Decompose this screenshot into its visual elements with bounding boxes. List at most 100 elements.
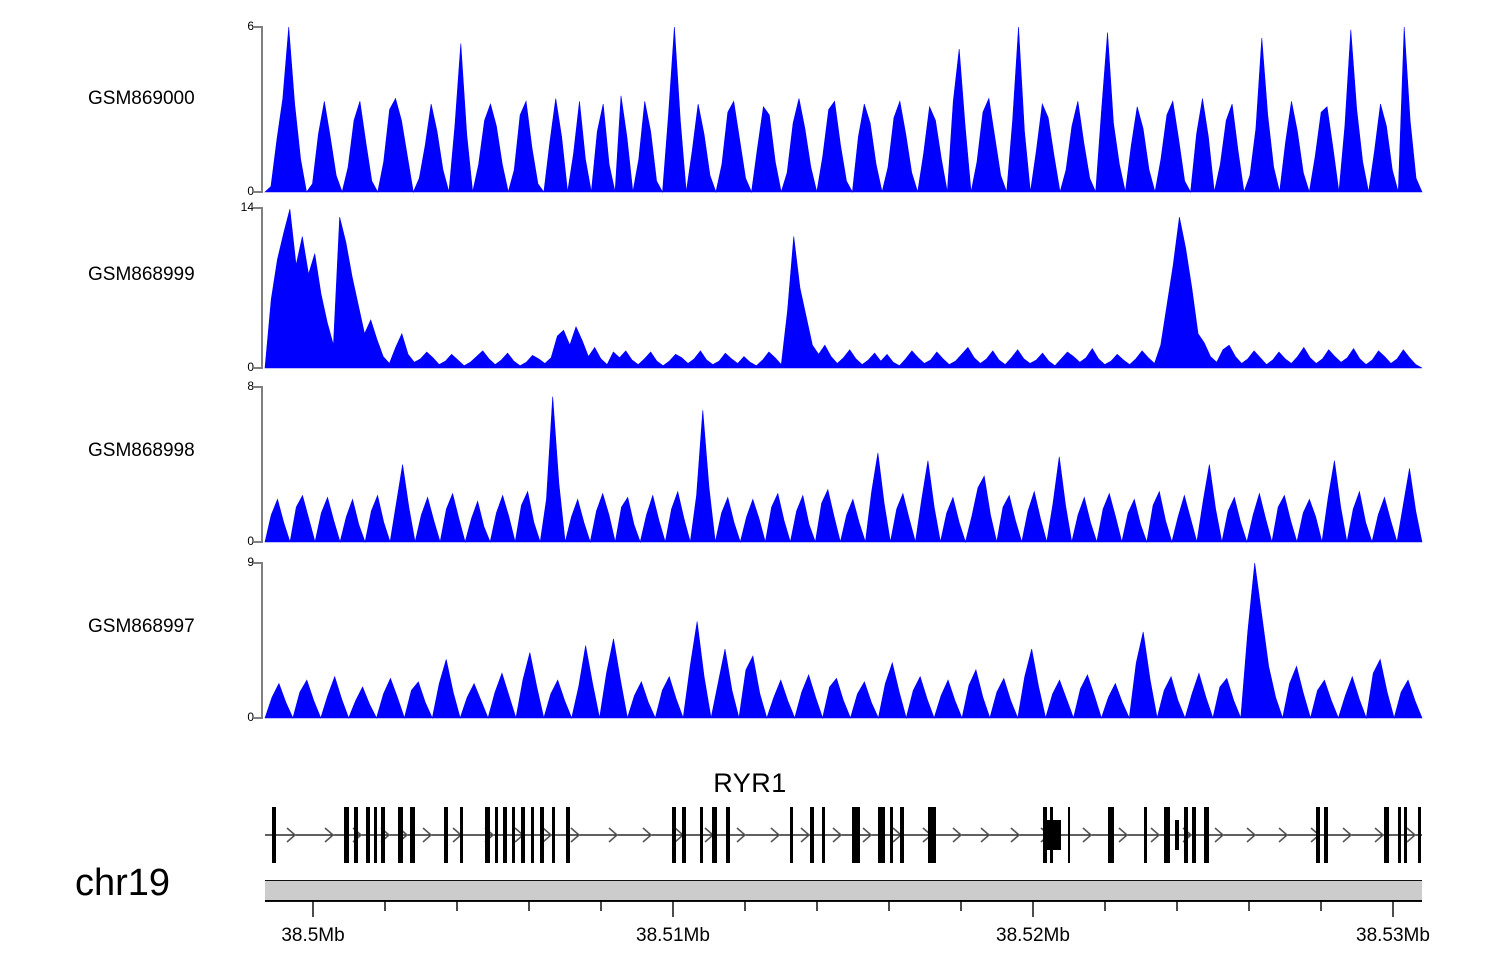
strand-arrow-icon — [1406, 827, 1417, 843]
exon-block — [1144, 807, 1147, 863]
exon-block — [1068, 807, 1070, 863]
sample-label-GSM869000: GSM869000 — [88, 88, 195, 109]
exon-block — [672, 807, 676, 863]
exon-block — [890, 807, 893, 863]
exon-block — [531, 807, 534, 863]
exon-block — [374, 807, 377, 863]
exon-block — [381, 807, 385, 863]
exon-block — [344, 807, 349, 863]
strand-arrow-icon — [862, 827, 873, 843]
exon-block — [485, 807, 490, 863]
y-axis-min-label: 0 — [247, 534, 254, 548]
exon-block — [810, 807, 814, 863]
exon-block — [540, 807, 544, 863]
exon-block — [712, 807, 717, 863]
exon-block — [1043, 807, 1047, 863]
strand-arrow-icon — [1342, 827, 1353, 843]
exon-block — [1175, 820, 1179, 850]
coverage-area — [264, 396, 1423, 544]
exon-block — [928, 807, 936, 863]
strand-arrow-icon — [642, 827, 653, 843]
strand-arrow-icon — [1374, 827, 1385, 843]
strand-arrow-icon — [608, 827, 619, 843]
exon-block — [552, 807, 555, 863]
exon-block — [1164, 807, 1170, 863]
y-axis-min-label: 0 — [247, 184, 254, 198]
genomic-axis-ticks — [265, 900, 1422, 917]
coverage-area — [264, 209, 1423, 369]
y-axis-min-label: 0 — [247, 360, 254, 374]
strand-arrow-icon — [980, 827, 991, 843]
y-axis-bracket — [253, 562, 263, 719]
exon-block — [1108, 807, 1114, 863]
exon-block — [1316, 807, 1320, 863]
strand-arrow-icon — [286, 827, 297, 843]
exon-block — [460, 807, 463, 863]
exon-block — [878, 807, 885, 863]
exon-block — [444, 807, 448, 863]
exon-block — [566, 807, 570, 863]
exon-block — [366, 807, 370, 863]
exon-block — [1184, 807, 1188, 863]
y-axis-max-label: 6 — [247, 19, 254, 33]
strand-arrow-icon — [1082, 827, 1093, 843]
y-axis-max-label: 9 — [247, 555, 254, 569]
sample-label-GSM868997: GSM868997 — [88, 616, 195, 637]
exon-block — [495, 807, 498, 863]
strand-arrow-icon — [1214, 827, 1225, 843]
y-axis-min-label: 0 — [247, 710, 254, 724]
y-axis-bracket — [253, 386, 263, 543]
exon-block — [1192, 807, 1196, 863]
y-axis-bracket — [253, 207, 263, 369]
strand-arrow-icon — [832, 827, 843, 843]
exon-block — [398, 807, 403, 863]
strand-arrow-icon — [1010, 827, 1021, 843]
coverage-area — [264, 562, 1423, 720]
y-axis-max-label: 8 — [247, 379, 254, 393]
strand-arrow-icon — [422, 827, 433, 843]
axis-tick-label: 38.52Mb — [996, 925, 1070, 946]
exon-block — [900, 807, 904, 863]
sample-label-GSM868998: GSM868998 — [88, 440, 195, 461]
exon-block — [790, 807, 793, 863]
exon-block — [852, 807, 860, 863]
gene-name-label: RYR1 — [713, 768, 787, 798]
exon-block — [1404, 807, 1407, 863]
exon-block — [503, 807, 507, 863]
exon-block — [1047, 820, 1061, 850]
exon-block — [726, 807, 730, 863]
exon-block — [1324, 807, 1328, 863]
sample-label-GSM868999: GSM868999 — [88, 264, 195, 285]
strand-arrow-icon — [542, 827, 553, 843]
strand-arrow-icon — [570, 827, 581, 843]
chromosome-label: chr19 — [75, 862, 171, 904]
exon-block — [1418, 807, 1421, 863]
exon-block — [354, 807, 358, 863]
strand-arrow-icon — [1118, 827, 1129, 843]
strand-arrow-icon — [736, 827, 747, 843]
ideogram-bar — [265, 880, 1422, 902]
strand-arrow-icon — [952, 827, 963, 843]
strand-arrow-icon — [1150, 827, 1161, 843]
strand-arrow-icon — [1246, 827, 1257, 843]
exon-block — [1398, 807, 1401, 863]
strand-arrow-icon — [1278, 827, 1289, 843]
exon-block — [822, 807, 825, 863]
y-axis-bracket — [253, 26, 263, 193]
exon-block — [512, 807, 515, 863]
exon-block — [682, 807, 686, 863]
axis-tick-label: 38.53Mb — [1356, 925, 1430, 946]
exon-block — [1384, 807, 1389, 863]
exon-block — [1204, 807, 1209, 863]
strand-arrow-icon — [800, 827, 811, 843]
exon-block — [700, 807, 703, 863]
exon-block — [521, 807, 525, 863]
coverage-area — [264, 26, 1423, 194]
exon-block — [410, 807, 415, 863]
axis-tick-label: 38.5Mb — [281, 925, 345, 946]
